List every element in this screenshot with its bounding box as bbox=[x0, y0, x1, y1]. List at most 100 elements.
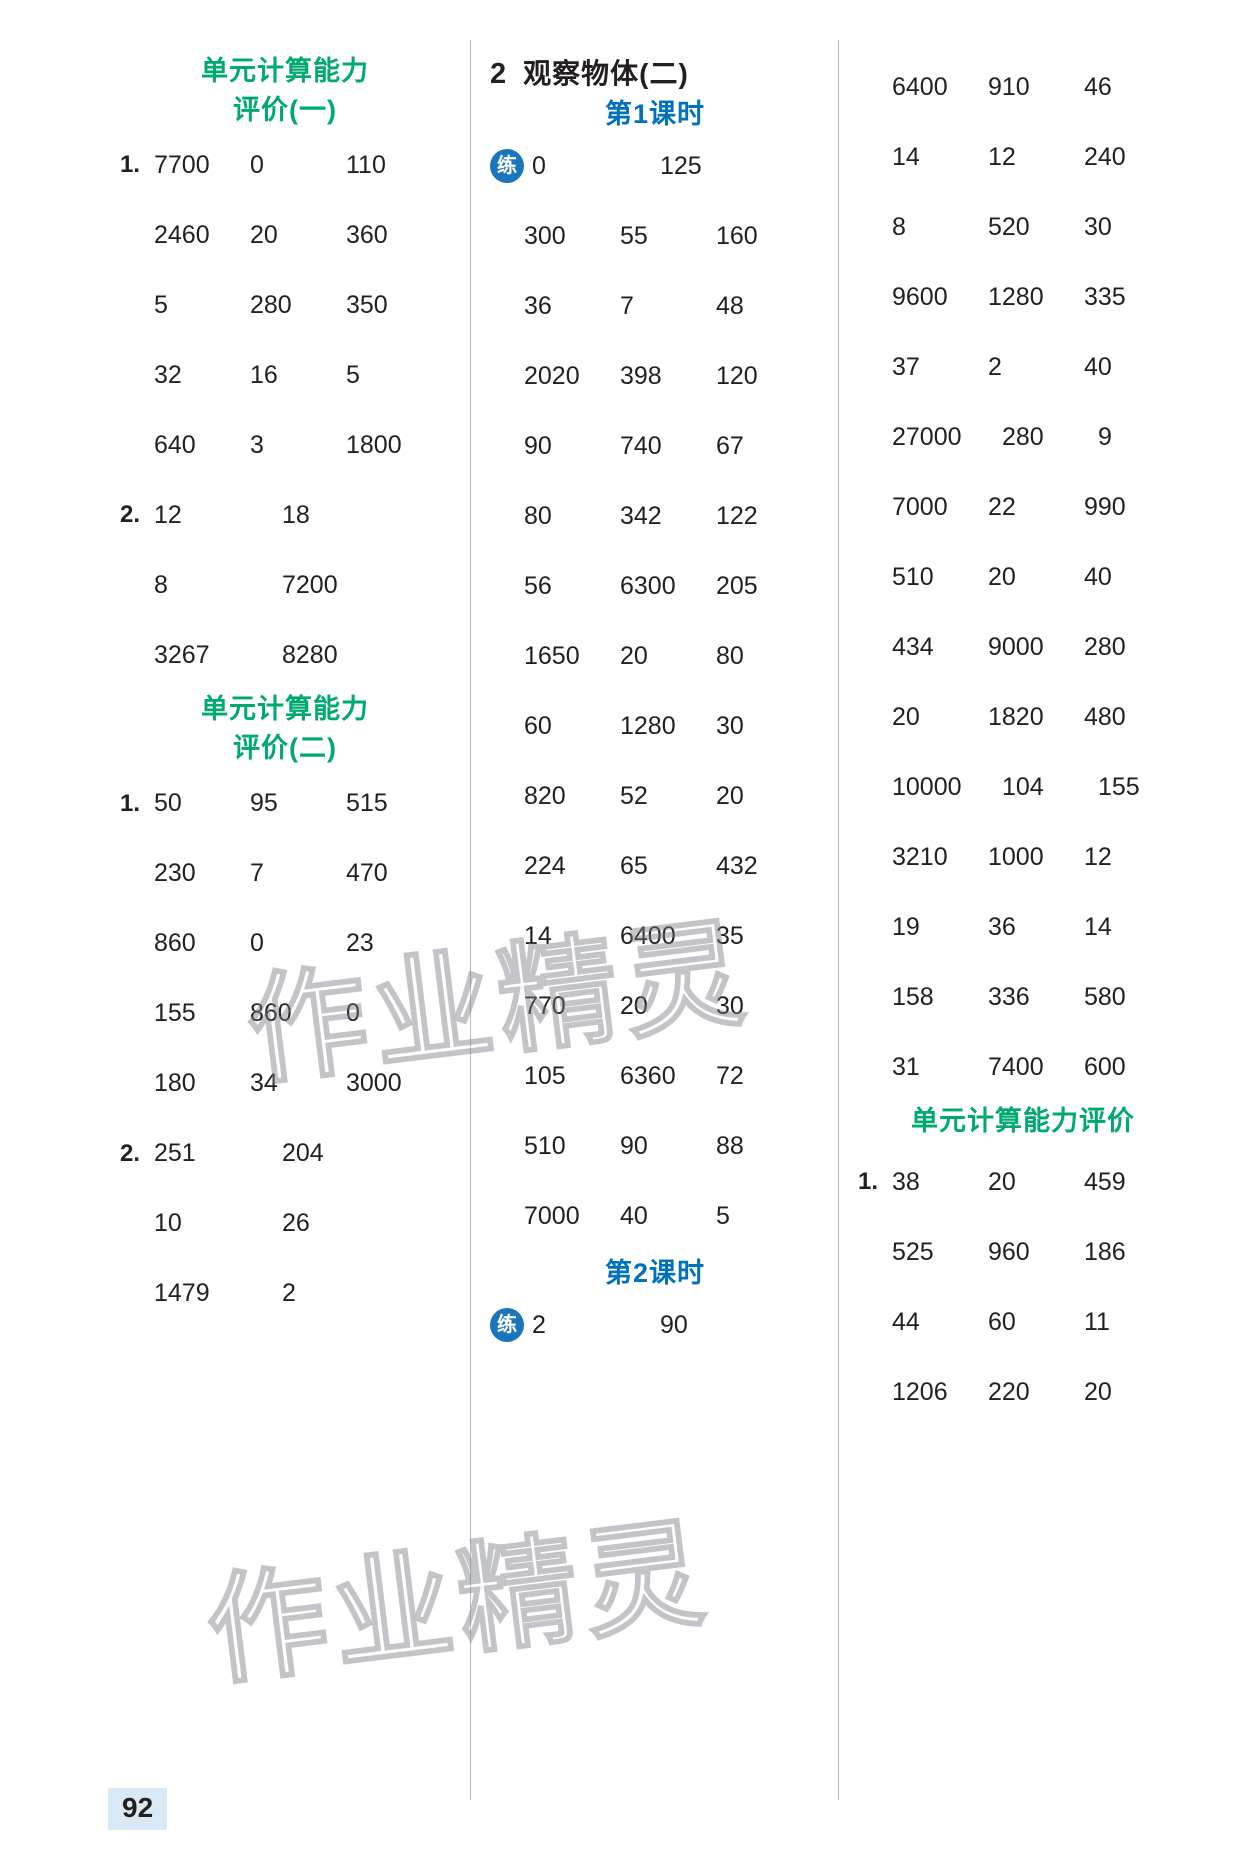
answer-cell: 860 bbox=[250, 999, 292, 1028]
answer-cell: 52 bbox=[620, 781, 648, 810]
answer-cell: 72 bbox=[716, 1061, 744, 1090]
answer-cell: 459 bbox=[1084, 1167, 1126, 1196]
answer-cell: 910 bbox=[988, 72, 1030, 101]
answer-row: 3267 8280 bbox=[120, 620, 450, 690]
answer-cell: 55 bbox=[620, 221, 648, 250]
answer-row: 180 34 3000 bbox=[120, 1049, 450, 1119]
answer-cell: 9 bbox=[1098, 422, 1112, 451]
answer-cell: 44 bbox=[892, 1307, 920, 1336]
answer-cell: 342 bbox=[620, 501, 662, 530]
answer-cell: 65 bbox=[620, 851, 648, 880]
answer-cell: 90 bbox=[660, 1310, 688, 1339]
answer-cell: 470 bbox=[346, 859, 388, 888]
answer-row: 20 1820 480 bbox=[858, 682, 1188, 752]
answer-row: 36 7 48 bbox=[490, 271, 820, 341]
answer-cell: 3 bbox=[250, 430, 264, 459]
answer-cell: 16 bbox=[250, 360, 278, 389]
answer-cell: 8 bbox=[154, 570, 168, 599]
answer-cell: 510 bbox=[892, 562, 934, 591]
answer-cell: 12 bbox=[988, 142, 1016, 171]
answer-row: 230 7 470 bbox=[120, 839, 450, 909]
answer-row: 1206 220 20 bbox=[858, 1357, 1188, 1427]
answer-cell: 158 bbox=[892, 982, 934, 1011]
answer-cell: 251 bbox=[154, 1139, 196, 1168]
answer-cell: 5 bbox=[346, 360, 360, 389]
answer-row: 练 0 125 bbox=[490, 131, 820, 201]
answer-row: 105 6360 72 bbox=[490, 1041, 820, 1111]
answer-cell: 36 bbox=[988, 912, 1016, 941]
answer-row: 1479 2 bbox=[120, 1259, 450, 1329]
answer-cell: 22 bbox=[988, 492, 1016, 521]
answer-cell: 40 bbox=[1084, 562, 1112, 591]
answer-cell: 48 bbox=[716, 291, 744, 320]
answer-cell: 0 bbox=[346, 999, 360, 1028]
answer-row: 80 342 122 bbox=[490, 481, 820, 551]
answer-cell: 205 bbox=[716, 571, 758, 600]
answer-cell: 860 bbox=[154, 929, 196, 958]
section-heading: 单元计算能力 评价(一) bbox=[120, 52, 450, 130]
lesson-heading: 第2课时 bbox=[604, 1258, 706, 1288]
practice-marker-icon: 练 bbox=[490, 1308, 524, 1342]
answer-cell: 990 bbox=[1084, 492, 1126, 521]
answer-cell: 3267 bbox=[154, 640, 210, 669]
answer-cell: 2020 bbox=[524, 361, 580, 390]
page-number: 92 bbox=[108, 1788, 168, 1830]
answer-row: 860 0 23 bbox=[120, 909, 450, 979]
answer-group: 练 2 90 bbox=[490, 1290, 820, 1360]
answer-cell: 1820 bbox=[988, 702, 1044, 731]
answer-row: 10000 104 155 bbox=[858, 752, 1188, 822]
chapter-title: 观察物体(二) bbox=[523, 58, 689, 89]
answer-cell: 56 bbox=[524, 571, 552, 600]
answer-cell: 515 bbox=[346, 789, 388, 818]
answer-cell: 30 bbox=[716, 991, 744, 1020]
answer-cell: 7700 bbox=[154, 150, 210, 179]
answer-cell: 80 bbox=[524, 501, 552, 530]
answer-cell: 32 bbox=[154, 360, 182, 389]
chapter-heading: 2 观察物体(二) bbox=[490, 52, 820, 92]
answer-cell: 230 bbox=[154, 859, 196, 888]
answer-cell: 7400 bbox=[988, 1052, 1044, 1081]
answer-column-2: 2 观察物体(二) 第1课时练 0 125 300 55 160 36 7 48 2020 398 120… bbox=[490, 52, 820, 1360]
answer-cell: 11 bbox=[1084, 1307, 1110, 1336]
answer-cell: 120 bbox=[716, 361, 758, 390]
answer-row: 300 55 160 bbox=[490, 201, 820, 271]
answer-cell: 90 bbox=[524, 431, 552, 460]
answer-cell: 6300 bbox=[620, 571, 676, 600]
answer-cell: 90 bbox=[620, 1131, 648, 1160]
answer-row: 5 280 350 bbox=[120, 270, 450, 340]
answer-cell: 220 bbox=[988, 1377, 1030, 1406]
answer-row: 9600 1280 335 bbox=[858, 262, 1188, 332]
answer-row: 1. 38 20 459 bbox=[858, 1147, 1188, 1217]
answer-cell: 88 bbox=[716, 1131, 744, 1160]
answer-row: 770 20 30 bbox=[490, 971, 820, 1041]
answer-cell: 335 bbox=[1084, 282, 1126, 311]
section-heading: 单元计算能力 评价(二) bbox=[120, 690, 450, 768]
answer-cell: 12 bbox=[154, 500, 182, 529]
answer-cell: 60 bbox=[988, 1307, 1016, 1336]
answer-cell: 7 bbox=[620, 291, 634, 320]
answer-cell: 30 bbox=[1084, 212, 1112, 241]
answer-cell: 2 bbox=[532, 1310, 546, 1339]
question-index: 1. bbox=[120, 151, 141, 179]
answer-cell: 0 bbox=[250, 150, 264, 179]
answer-cell: 31 bbox=[892, 1052, 920, 1081]
answer-group: 1. 50 95 515 230 7 470 860 0 23 155 860 0 180 34 3000 2.… bbox=[120, 769, 450, 1329]
answer-cell: 23 bbox=[346, 929, 374, 958]
answer-cell: 19 bbox=[892, 912, 920, 941]
answer-row: 10 26 bbox=[120, 1189, 450, 1259]
answer-cell: 155 bbox=[1098, 772, 1140, 801]
answer-cell: 95 bbox=[250, 789, 278, 818]
answer-cell: 125 bbox=[660, 151, 702, 180]
answer-row: 1. 50 95 515 bbox=[120, 769, 450, 839]
answer-cell: 60 bbox=[524, 711, 552, 740]
answer-group: 1. 7700 0 110 2460 20 360 5 280 350 32 16 5 640 3 1800 2… bbox=[120, 130, 450, 690]
answer-cell: 740 bbox=[620, 431, 662, 460]
lesson-heading: 第1课时 bbox=[604, 99, 706, 129]
answer-cell: 8280 bbox=[282, 640, 338, 669]
answer-cell: 105 bbox=[524, 1061, 566, 1090]
answer-cell: 160 bbox=[716, 221, 758, 250]
column-divider-1 bbox=[470, 40, 471, 1800]
chapter-number: 2 bbox=[490, 58, 508, 90]
answer-cell: 434 bbox=[892, 632, 934, 661]
answer-cell: 20 bbox=[1084, 1377, 1112, 1406]
